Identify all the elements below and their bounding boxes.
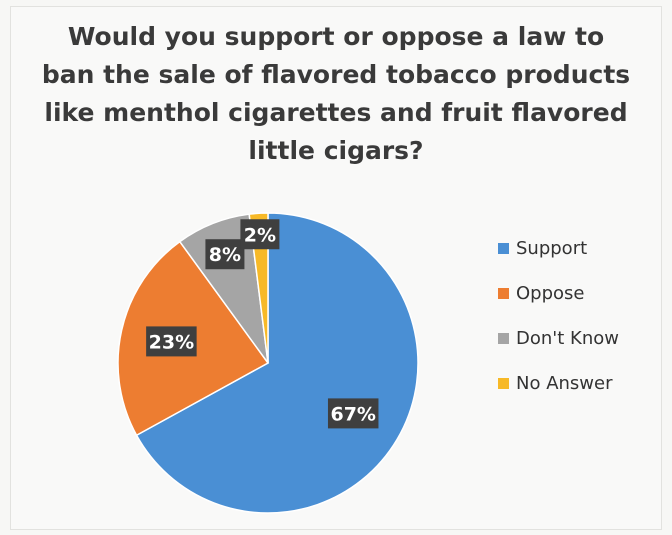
data-label-oppose: 23% [146,326,197,357]
pie-slice-no-answer [248,212,269,364]
pie-data-labels: 67% 23% 8%2% [146,219,379,429]
chart-title: Would you support or oppose a law to ban… [41,22,631,165]
legend-label: No Answer [516,372,613,394]
legend-item-don-t-know: Don't Know [498,326,619,350]
data-label-box [240,219,280,250]
pie-slice-support [135,212,419,514]
data-label-text: 2% [244,224,276,246]
data-label-don-t-know: 8% [205,239,245,270]
data-label-text: 23% [149,331,194,353]
legend-item-oppose: Oppose [498,281,619,305]
pie-slices [117,212,419,514]
chart-legend: Support Oppose Don't Know No Answer [498,236,619,416]
data-label-no-answer: 2% [240,219,280,250]
legend-label: Support [516,237,588,259]
legend-swatch [498,287,509,299]
data-label-box [327,398,379,429]
data-label-box [205,239,245,270]
data-label-text: 67% [330,403,375,425]
legend-item-no-answer: No Answer [498,371,619,395]
legend-item-support: Support [498,236,619,260]
legend-swatch [498,332,509,344]
legend-swatch [498,242,509,254]
data-label-text: 8% [209,244,241,266]
data-label-support: 67% [327,398,379,429]
data-label-box [146,326,197,357]
legend-label: Oppose [516,282,585,304]
legend-swatch [498,377,509,389]
legend-label: Don't Know [516,327,619,349]
